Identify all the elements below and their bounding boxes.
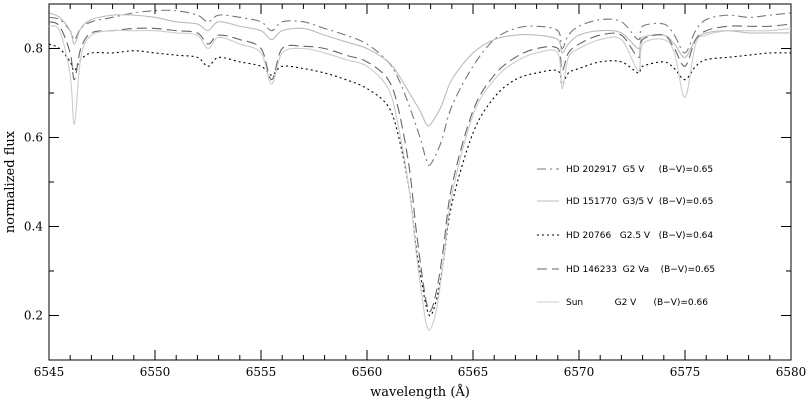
- x-tick-label: 6565: [458, 365, 489, 379]
- series-line-4: [48, 25, 792, 331]
- legend-label-0: HD 202917 G5 V (B−V)=0.65: [566, 165, 713, 175]
- legend-label-2: HD 20766 G2.5 V (B−V)=0.64: [566, 231, 713, 241]
- legend: HD 202917 G5 V (B−V)=0.65 HD 151770 G3/5 …: [537, 165, 715, 308]
- y-tick-label: 0.4: [24, 220, 43, 234]
- series-line-2: [48, 43, 792, 317]
- x-tick-label: 6580: [776, 365, 807, 379]
- series-line-1: [48, 12, 791, 127]
- x-tick-label: 6555: [246, 365, 277, 379]
- y-tick-label: 0.2: [24, 309, 43, 323]
- y-tick-label: 0.6: [24, 131, 43, 145]
- series-line-0: [48, 9, 792, 166]
- x-tick-label: 6570: [564, 365, 595, 379]
- legend-label-4: Sun G2 V (B−V)=0.66: [566, 298, 708, 308]
- axes: 6545 6550 6555 6560 6565 6570 6575 6580 0.2 0.4 0.…: [24, 4, 806, 379]
- legend-label-1: HD 151770 G3/5 V (B−V)=0.65: [566, 197, 713, 207]
- x-axis-label: wavelength (Å): [370, 384, 470, 400]
- x-tick-label: 6560: [352, 365, 383, 379]
- x-tick-label: 6575: [670, 365, 701, 379]
- legend-label-3: HD 146233 G2 Va (B−V)=0.65: [566, 265, 715, 275]
- y-axis-label: normalized flux: [3, 130, 18, 233]
- y-tick-label: 0.8: [24, 42, 43, 56]
- series-lines: [48, 9, 792, 331]
- x-tick-label: 6545: [34, 365, 65, 379]
- x-tick-label: 6550: [140, 365, 171, 379]
